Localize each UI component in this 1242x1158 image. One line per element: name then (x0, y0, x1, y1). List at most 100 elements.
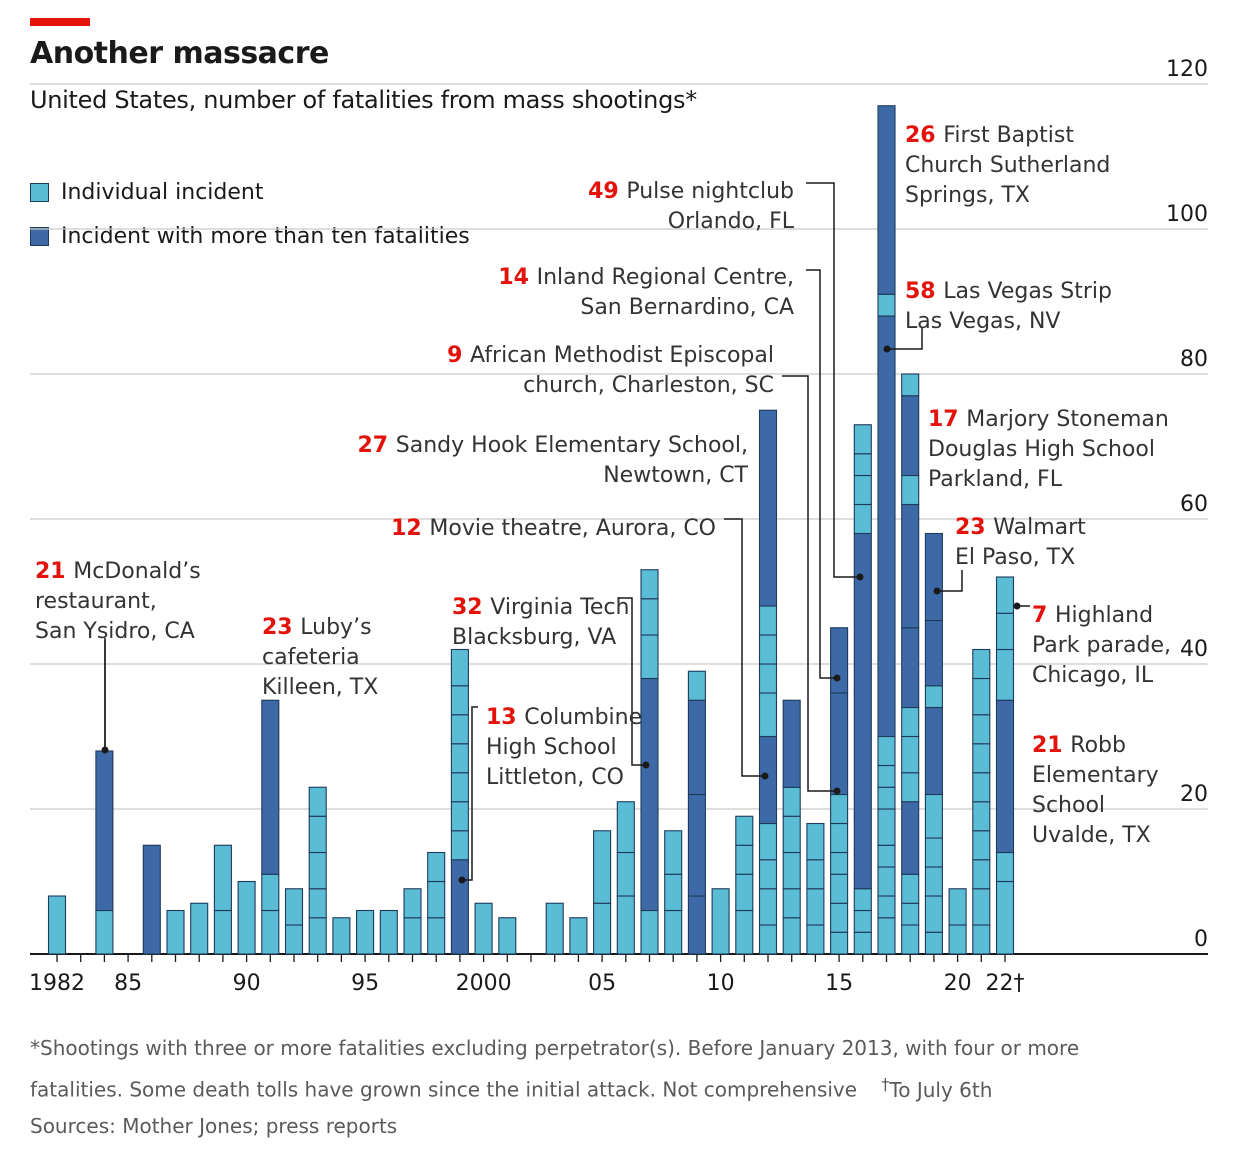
annotation-4: 12 Movie theatre, Aurora, CO (391, 516, 716, 541)
annotation-9: 26 First Baptist Church Sutherland Springs… (905, 123, 1110, 208)
annotation-text: 21 McDonald’s (35, 559, 201, 584)
bar-segment-large (640, 677, 659, 912)
leader-dot (856, 573, 864, 581)
bar-segment-individual (758, 663, 778, 694)
accent-bar (30, 18, 90, 26)
annotation-text: 9 African Methodist Episcopal (447, 343, 774, 368)
y-tick-label: 20 (1180, 782, 1208, 807)
bar-segment-large (924, 619, 943, 687)
bar-segment-individual (616, 801, 635, 854)
bar-2015 (830, 627, 849, 955)
bar-segment-individual (877, 808, 896, 846)
bar-1988 (190, 902, 209, 955)
bar-segment-individual (853, 909, 872, 933)
annotation-label: McDonald’s (73, 559, 200, 584)
annotation-text: San Bernardino, CA (580, 295, 794, 320)
leader-line (887, 328, 923, 350)
bar-segment-individual (972, 648, 991, 680)
bar-segment-individual (640, 909, 659, 955)
bar-segment-individual (877, 786, 896, 810)
bar-2004 (569, 917, 588, 955)
bar-segment-individual (853, 424, 872, 455)
annotation-count: 58 (905, 279, 943, 304)
bar-segment-individual (782, 851, 801, 890)
annotation-text: Uvalde, TX (1032, 823, 1151, 848)
bar-segment-individual (332, 917, 351, 955)
bar-segment-large (995, 699, 1015, 854)
bar-segment-individual (782, 786, 801, 817)
leader-dot (761, 772, 769, 780)
bar-segment-individual (901, 474, 920, 506)
bar-2010 (711, 888, 730, 955)
bar-segment-large (924, 706, 943, 796)
bar-segment-individual (924, 837, 943, 868)
bar-segment-individual (782, 917, 801, 955)
bar-segment-individual (450, 801, 469, 832)
y-tick-label: 0 (1194, 927, 1208, 952)
bar-segment-individual (877, 293, 896, 317)
annotation-text: church, Charleston, SC (523, 373, 774, 398)
bar-segment-individual (853, 453, 872, 477)
bar-segment-individual (308, 888, 327, 919)
bar-segment-individual (972, 801, 991, 832)
bar-segment-large (924, 532, 943, 622)
bar-segment-individual (924, 685, 943, 709)
y-tick-label: 40 (1180, 637, 1208, 662)
bar-segment-large (877, 105, 896, 295)
legend: Individual incident Incident with more t… (30, 170, 470, 258)
bar-2006 (616, 801, 635, 955)
annotation-text: Springs, TX (905, 183, 1030, 208)
bar-segment-large (830, 627, 849, 694)
bar-segment-individual (972, 830, 991, 861)
bar-segment-individual (450, 830, 469, 861)
annotation-label: Highland (1055, 603, 1153, 628)
bar-segment-individual (972, 772, 991, 803)
bar-segment-individual (830, 873, 849, 904)
bar-2014 (806, 822, 825, 955)
bar-1997 (403, 888, 422, 955)
bar-1991 (261, 699, 280, 955)
annotation-label: Marjory Stoneman (966, 407, 1169, 432)
x-tick-label: 90 (233, 971, 261, 996)
annotation-label: Walmart (993, 515, 1086, 540)
bar-segment-large (687, 895, 706, 955)
bar-2005 (593, 830, 612, 955)
annotation-label: Sandy Hook Elementary School, (396, 433, 748, 458)
bar-segment-individual (972, 859, 991, 890)
footnote-dagger-wrap: †To July 6th (881, 1074, 992, 1102)
bar-segment-individual (237, 880, 256, 955)
annotation-13: 7 Highland Park parade, Chicago, IL (1032, 603, 1171, 688)
bar-segment-individual (830, 902, 849, 933)
annotation-text: Orlando, FL (668, 209, 795, 234)
bar-1993 (308, 786, 327, 955)
bar-segment-individual (593, 830, 612, 904)
chart-title: Another massacre (30, 36, 329, 71)
bar-segment-individual (735, 873, 754, 912)
leader-line (462, 706, 478, 881)
bar-2022 (995, 576, 1015, 955)
bar-segment-individual (853, 888, 872, 912)
bar-segment-individual (379, 909, 398, 955)
annotation-text: High School (486, 735, 617, 760)
annotation-text: restaurant, (35, 589, 157, 614)
footnote-line-1: *Shootings with three or more fatalities… (30, 1036, 1080, 1060)
bar-segment-large (142, 844, 161, 955)
leader-dot (833, 674, 841, 682)
bar-segment-individual (261, 909, 280, 955)
leader-line (782, 375, 837, 792)
bar-segment-individual (901, 873, 920, 904)
leader-line (806, 269, 837, 679)
annotation-text: Las Vegas, NV (905, 309, 1060, 334)
x-tick-label: 22† (986, 971, 1025, 996)
annotation-8: 49 Pulse nightclub Orlando, FL (588, 179, 795, 234)
bar-2009 (687, 670, 706, 955)
bar-segment-individual (901, 902, 920, 926)
bar-segment-individual (711, 888, 730, 955)
legend-label-individual: Individual incident (61, 179, 264, 205)
bar-segment-individual (901, 373, 920, 397)
annotation-text: 27 Sandy Hook Elementary School, (358, 433, 749, 458)
bar-segment-individual (308, 815, 327, 854)
bar-segment-individual (901, 772, 920, 803)
annotation-text: 58 Las Vegas Strip (905, 279, 1112, 304)
bar-segment-large (853, 532, 872, 890)
